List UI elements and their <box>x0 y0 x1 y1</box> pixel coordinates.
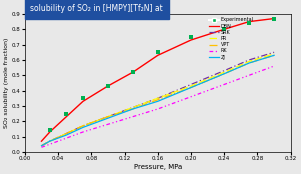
Point <box>81 97 85 100</box>
Point <box>155 51 160 54</box>
Point <box>130 71 135 74</box>
Point <box>247 22 252 25</box>
Text: solubility of SO₂ in [HMPY][Tf₂N] at: solubility of SO₂ in [HMPY][Tf₂N] at <box>30 4 163 13</box>
Point <box>272 17 277 20</box>
Legend: Experimental, DBN, SRK, PR, VPT, RK, ZJ: Experimental, DBN, SRK, PR, VPT, RK, ZJ <box>208 16 255 61</box>
Point <box>47 129 52 132</box>
X-axis label: Pressure, MPa: Pressure, MPa <box>134 164 182 170</box>
Y-axis label: SO₂ solubility (mole fraction): SO₂ solubility (mole fraction) <box>4 38 9 128</box>
Point <box>64 112 69 115</box>
Point <box>222 28 227 31</box>
Point <box>106 85 110 87</box>
Point <box>189 35 194 38</box>
